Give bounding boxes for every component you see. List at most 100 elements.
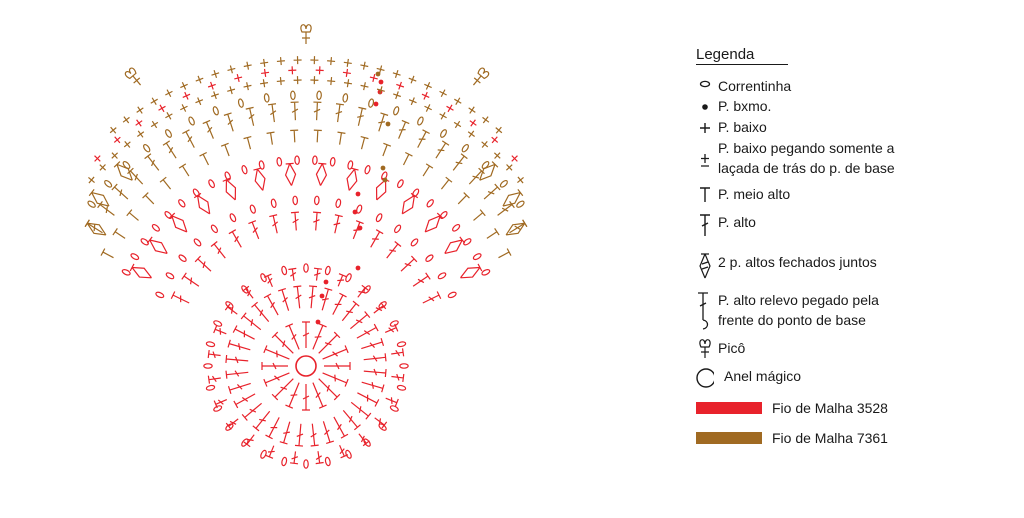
slip-stitch xyxy=(385,121,391,127)
single-crochet-stitch xyxy=(227,86,236,95)
single-crochet-stitch xyxy=(342,68,351,77)
single-crochet-stitch xyxy=(150,97,158,105)
picot-stitch xyxy=(124,67,142,86)
legend-item-slip-stitch: P. bxmo. xyxy=(696,96,771,116)
chain-stitch xyxy=(375,213,383,223)
double-crochet-stitch xyxy=(265,445,275,459)
double-crochet-stitch xyxy=(228,229,242,248)
double-crochet-stitch xyxy=(335,103,345,123)
single-crochet-stitch xyxy=(122,116,130,124)
double-crochet-stitch xyxy=(361,337,385,350)
double-crochet-stitch xyxy=(391,373,405,383)
chain-stitch xyxy=(324,456,331,467)
double-crochet-stitch xyxy=(350,311,371,330)
double-crochet-stitch xyxy=(267,103,277,123)
single-crochet-stitch xyxy=(467,130,475,138)
half-double-crochet-stitch xyxy=(290,129,299,143)
chain-stitch xyxy=(447,291,457,299)
dc2tog-stitch xyxy=(315,162,328,186)
single-crochet-stitch xyxy=(310,76,319,85)
chain-stitch xyxy=(396,384,407,391)
single-crochet-stitch xyxy=(491,136,499,144)
double-crochet-stitch xyxy=(435,140,450,159)
double-crochet-stitch xyxy=(313,101,322,121)
double-crochet-stitch xyxy=(233,393,256,409)
half-double-crochet-stitch xyxy=(313,129,322,143)
double-crochet-stitch xyxy=(452,153,468,171)
legend-yarn-gold: Fio de Malha 7361 xyxy=(696,428,888,448)
double-crochet-stitch xyxy=(302,384,310,411)
double-crochet-stitch xyxy=(213,399,228,409)
single-crochet-stitch xyxy=(310,56,319,65)
dc2tog-stitch xyxy=(375,177,390,201)
double-crochet-stitch xyxy=(271,378,294,401)
dc2tog-stitch xyxy=(84,219,107,236)
chain-stitch xyxy=(281,456,288,467)
legend-item-chain: Correntinha xyxy=(696,76,791,96)
crochet-chart xyxy=(84,24,528,469)
chain-stitch xyxy=(229,213,237,223)
single-crochet-stitch xyxy=(150,120,159,129)
chain-oval-icon xyxy=(696,76,714,90)
double-crochet-stitch xyxy=(181,272,200,287)
double-crochet-stitch xyxy=(358,433,370,447)
double-crochet-stitch xyxy=(322,345,349,360)
single-crochet-stitch xyxy=(243,82,252,91)
single-crochet-plus-icon xyxy=(696,117,714,137)
chain-stitch xyxy=(440,129,447,138)
single-crochet-stitch xyxy=(123,140,131,148)
single-crochet-stitch xyxy=(195,75,204,84)
double-crochet-stitch xyxy=(384,323,399,333)
single-crochet-stitch xyxy=(376,86,385,95)
chain-stitch xyxy=(481,160,490,170)
chain-stitch xyxy=(249,204,256,214)
double-crochet-stitch xyxy=(422,291,442,304)
double-crochet-stitch xyxy=(342,410,361,431)
double-crochet-stitch xyxy=(310,423,319,447)
double-crochet-stitch xyxy=(277,287,290,311)
legend-yarn-red: Fio de Malha 3528 xyxy=(696,398,888,418)
double-crochet-stitch xyxy=(265,417,280,440)
double-crochet-stitch xyxy=(213,325,227,335)
chain-stitch xyxy=(393,106,400,116)
double-crochet-stitch xyxy=(293,285,302,309)
double-crochet-stitch xyxy=(332,292,347,315)
single-crochet-stitch xyxy=(315,66,324,75)
double-crochet-stitch xyxy=(261,362,288,370)
chain-stitch xyxy=(316,90,322,101)
double-crochet-stitch xyxy=(170,291,190,304)
chain-stitch xyxy=(260,273,267,283)
double-crochet-stitch xyxy=(357,392,380,407)
chain-stitch xyxy=(461,143,469,153)
single-crochet-stitch xyxy=(424,82,432,90)
double-crochet-icon xyxy=(696,212,714,238)
legend-item-back-loop: P. baixo pegando somente a laçada de trá… xyxy=(696,138,895,178)
chain-stitch xyxy=(425,254,434,262)
half-double-crochet-stitch xyxy=(100,248,114,259)
single-crochet-stitch xyxy=(99,164,107,171)
chain-stitch xyxy=(368,98,375,108)
double-crochet-stitch xyxy=(318,378,341,401)
single-crochet-stitch xyxy=(421,91,430,100)
chain-stitch xyxy=(205,384,216,391)
chain-stitch xyxy=(260,449,267,459)
chain-stitch xyxy=(393,224,402,234)
dc2tog-stitch xyxy=(88,189,110,207)
double-crochet-stitch xyxy=(313,267,323,281)
chain-stitch xyxy=(410,238,419,247)
chain-stitch xyxy=(463,238,472,246)
chain-stitch xyxy=(165,272,175,280)
single-crochet-stitch xyxy=(276,77,285,86)
half-double-crochet-stitch xyxy=(360,135,369,150)
half-double-crochet-stitch xyxy=(337,131,346,145)
single-crochet-stitch xyxy=(234,73,243,83)
single-crochet-stitch xyxy=(408,75,417,84)
double-crochet-stitch xyxy=(322,372,349,387)
legend-item-picot: Picô xyxy=(696,338,745,362)
double-crochet-stitch xyxy=(321,287,333,311)
chain-stitch xyxy=(313,195,320,206)
chain-stitch xyxy=(347,160,354,170)
legend: Legenda Correntinha P. bxmo. P. baixo P.… xyxy=(696,46,1016,446)
single-crochet-stitch xyxy=(136,106,144,114)
dc2tog-stitch xyxy=(444,236,466,254)
